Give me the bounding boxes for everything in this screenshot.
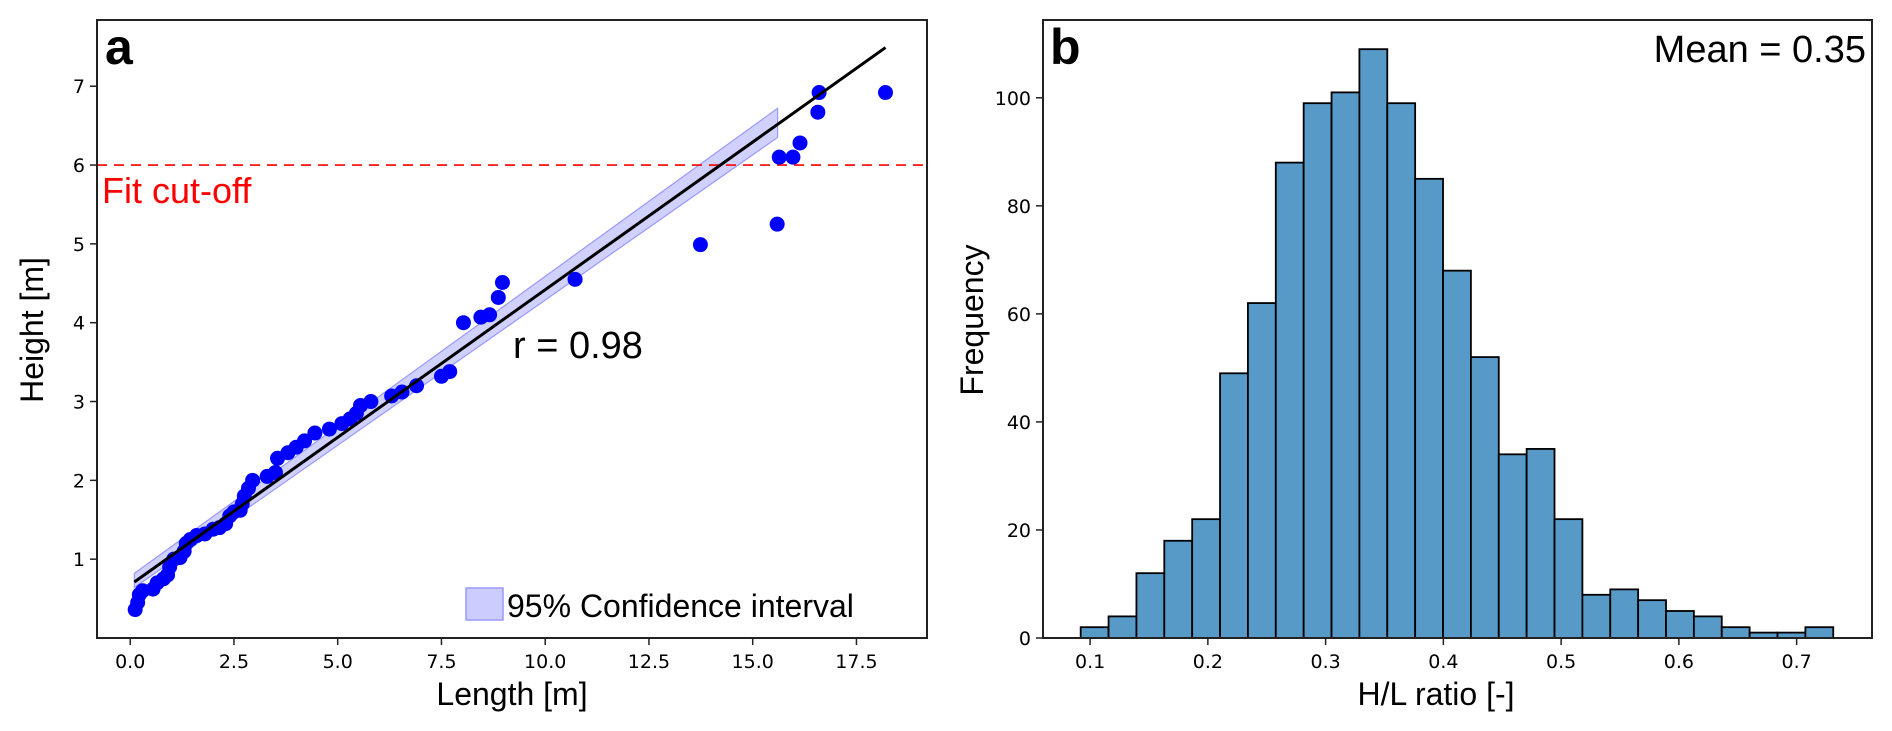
histogram-bar [1219, 372, 1249, 639]
y-tick-label: 3 [73, 392, 85, 414]
scatter-point [878, 85, 893, 101]
axes-frame-a [96, 19, 928, 639]
scatter-point [785, 149, 801, 165]
panel-letter-a: a [105, 19, 134, 75]
y-tick-label: 40 [1007, 412, 1031, 434]
scatter-point [442, 364, 458, 380]
scatter-point [692, 237, 708, 253]
histogram-bar [1247, 302, 1277, 639]
scatter-point [455, 315, 471, 331]
legend-swatch-confidence [465, 587, 504, 621]
scatter-point [307, 425, 323, 441]
histogram-bar [1581, 593, 1612, 639]
scatter-point [409, 378, 425, 394]
y-tick-label: 0 [1019, 628, 1031, 650]
x-tick-label: 0.5 [1546, 651, 1576, 673]
scatter-point [321, 421, 337, 437]
mean-annotation: Mean = 0.35 [1654, 29, 1866, 71]
regression-line [133, 46, 887, 584]
histogram-bar [1302, 102, 1333, 639]
histogram-bar [1497, 453, 1528, 639]
scatter-point [792, 135, 808, 151]
scatter-point [297, 433, 312, 449]
histogram-bar [1191, 518, 1221, 639]
histogram-bar [1609, 588, 1640, 639]
y-tick-label: 1 [73, 549, 85, 571]
histogram-bar [1665, 610, 1695, 639]
histogram-bar [1079, 626, 1110, 639]
histogram-bars [1079, 48, 1835, 639]
x-tick-label: 2.5 [219, 651, 249, 673]
histogram-bar [1637, 599, 1667, 639]
histogram-bar [1330, 91, 1361, 639]
scatter-point [482, 307, 498, 323]
histogram-bar [1804, 626, 1835, 639]
y-axis-label-b: Frequency [954, 244, 990, 395]
y-tick-label: 4 [73, 313, 85, 335]
histogram-bar [1442, 269, 1472, 639]
scatter-point [245, 472, 261, 488]
y-tick-label: 100 [995, 88, 1031, 110]
x-tick-label: 0.1 [1075, 651, 1105, 673]
y-tick-label: 5 [73, 234, 85, 256]
histogram-bar [1107, 615, 1138, 639]
y-tick-label: 80 [1007, 196, 1031, 218]
histogram-bar [1525, 448, 1556, 639]
histogram-bar [1274, 161, 1305, 639]
y-tick-label: 6 [73, 155, 85, 177]
y-axis-label-a: Height [m] [14, 257, 50, 403]
x-tick-label: 0.6 [1664, 651, 1694, 673]
histogram-bar [1358, 48, 1389, 639]
y-axis-ticks-a: 1 2 3 4 5 6 7 [73, 76, 97, 571]
fit-cutoff-label: Fit cut-off [102, 170, 252, 211]
axes-frame-b [1042, 19, 1873, 639]
histogram-bar [1720, 626, 1751, 639]
x-tick-label: 15.0 [732, 651, 774, 673]
legend-label-confidence: 95% Confidence interval [507, 588, 854, 624]
scatter-point [490, 289, 506, 305]
histogram-bar [1470, 356, 1500, 639]
panel-letter-b: b [1050, 19, 1081, 75]
scatter-point [267, 464, 283, 480]
x-tick-label: 10.0 [524, 651, 566, 673]
y-tick-label: 2 [73, 470, 85, 492]
scatter-point [771, 149, 787, 165]
panel-a-scatter: 0.0 2.5 5.0 7.5 10.0 12.5 15.0 17.5 1 2 3 4 5 6 7 a F… [14, 19, 928, 712]
histogram-bar [1692, 615, 1723, 639]
y-axis-ticks-b: 0 20 40 60 80 100 [995, 88, 1043, 650]
y-tick-label: 7 [73, 76, 85, 98]
x-tick-label: 0.3 [1311, 651, 1341, 673]
scatter-point [769, 216, 785, 232]
scatter-point [810, 104, 826, 120]
x-tick-label: 0.7 [1782, 651, 1812, 673]
scatter-point [363, 394, 379, 410]
y-tick-label: 20 [1007, 520, 1031, 542]
correlation-annotation: r = 0.98 [513, 325, 643, 367]
histogram-bar [1414, 177, 1444, 639]
x-tick-label: 0.2 [1193, 651, 1223, 673]
x-axis-ticks-a: 0.0 2.5 5.0 7.5 10.0 12.5 15.0 17.5 [115, 638, 878, 673]
histogram-bar [1135, 572, 1166, 639]
histogram-bar [1553, 518, 1584, 639]
legend: 95% Confidence interval [465, 587, 854, 624]
histogram-bar [1386, 102, 1417, 639]
histogram-bar [1163, 539, 1194, 639]
x-axis-label-b: H/L ratio [-] [1357, 676, 1514, 712]
panel-b-histogram: 0.1 0.2 0.3 0.4 0.5 0.6 0.7 0 20 40 60 80 100 b Mea… [954, 19, 1873, 712]
x-axis-label-a: Length [m] [436, 676, 587, 712]
x-tick-label: 0.0 [115, 651, 145, 673]
x-tick-label: 17.5 [835, 651, 877, 673]
scatter-point [567, 271, 583, 287]
x-tick-label: 12.5 [628, 651, 670, 673]
scatter-point [494, 274, 510, 290]
y-tick-label: 60 [1007, 304, 1031, 326]
x-tick-label: 0.4 [1428, 651, 1458, 673]
x-axis-ticks-b: 0.1 0.2 0.3 0.4 0.5 0.6 0.7 [1075, 638, 1812, 673]
x-tick-label: 7.5 [426, 651, 456, 673]
x-tick-label: 5.0 [323, 651, 353, 673]
